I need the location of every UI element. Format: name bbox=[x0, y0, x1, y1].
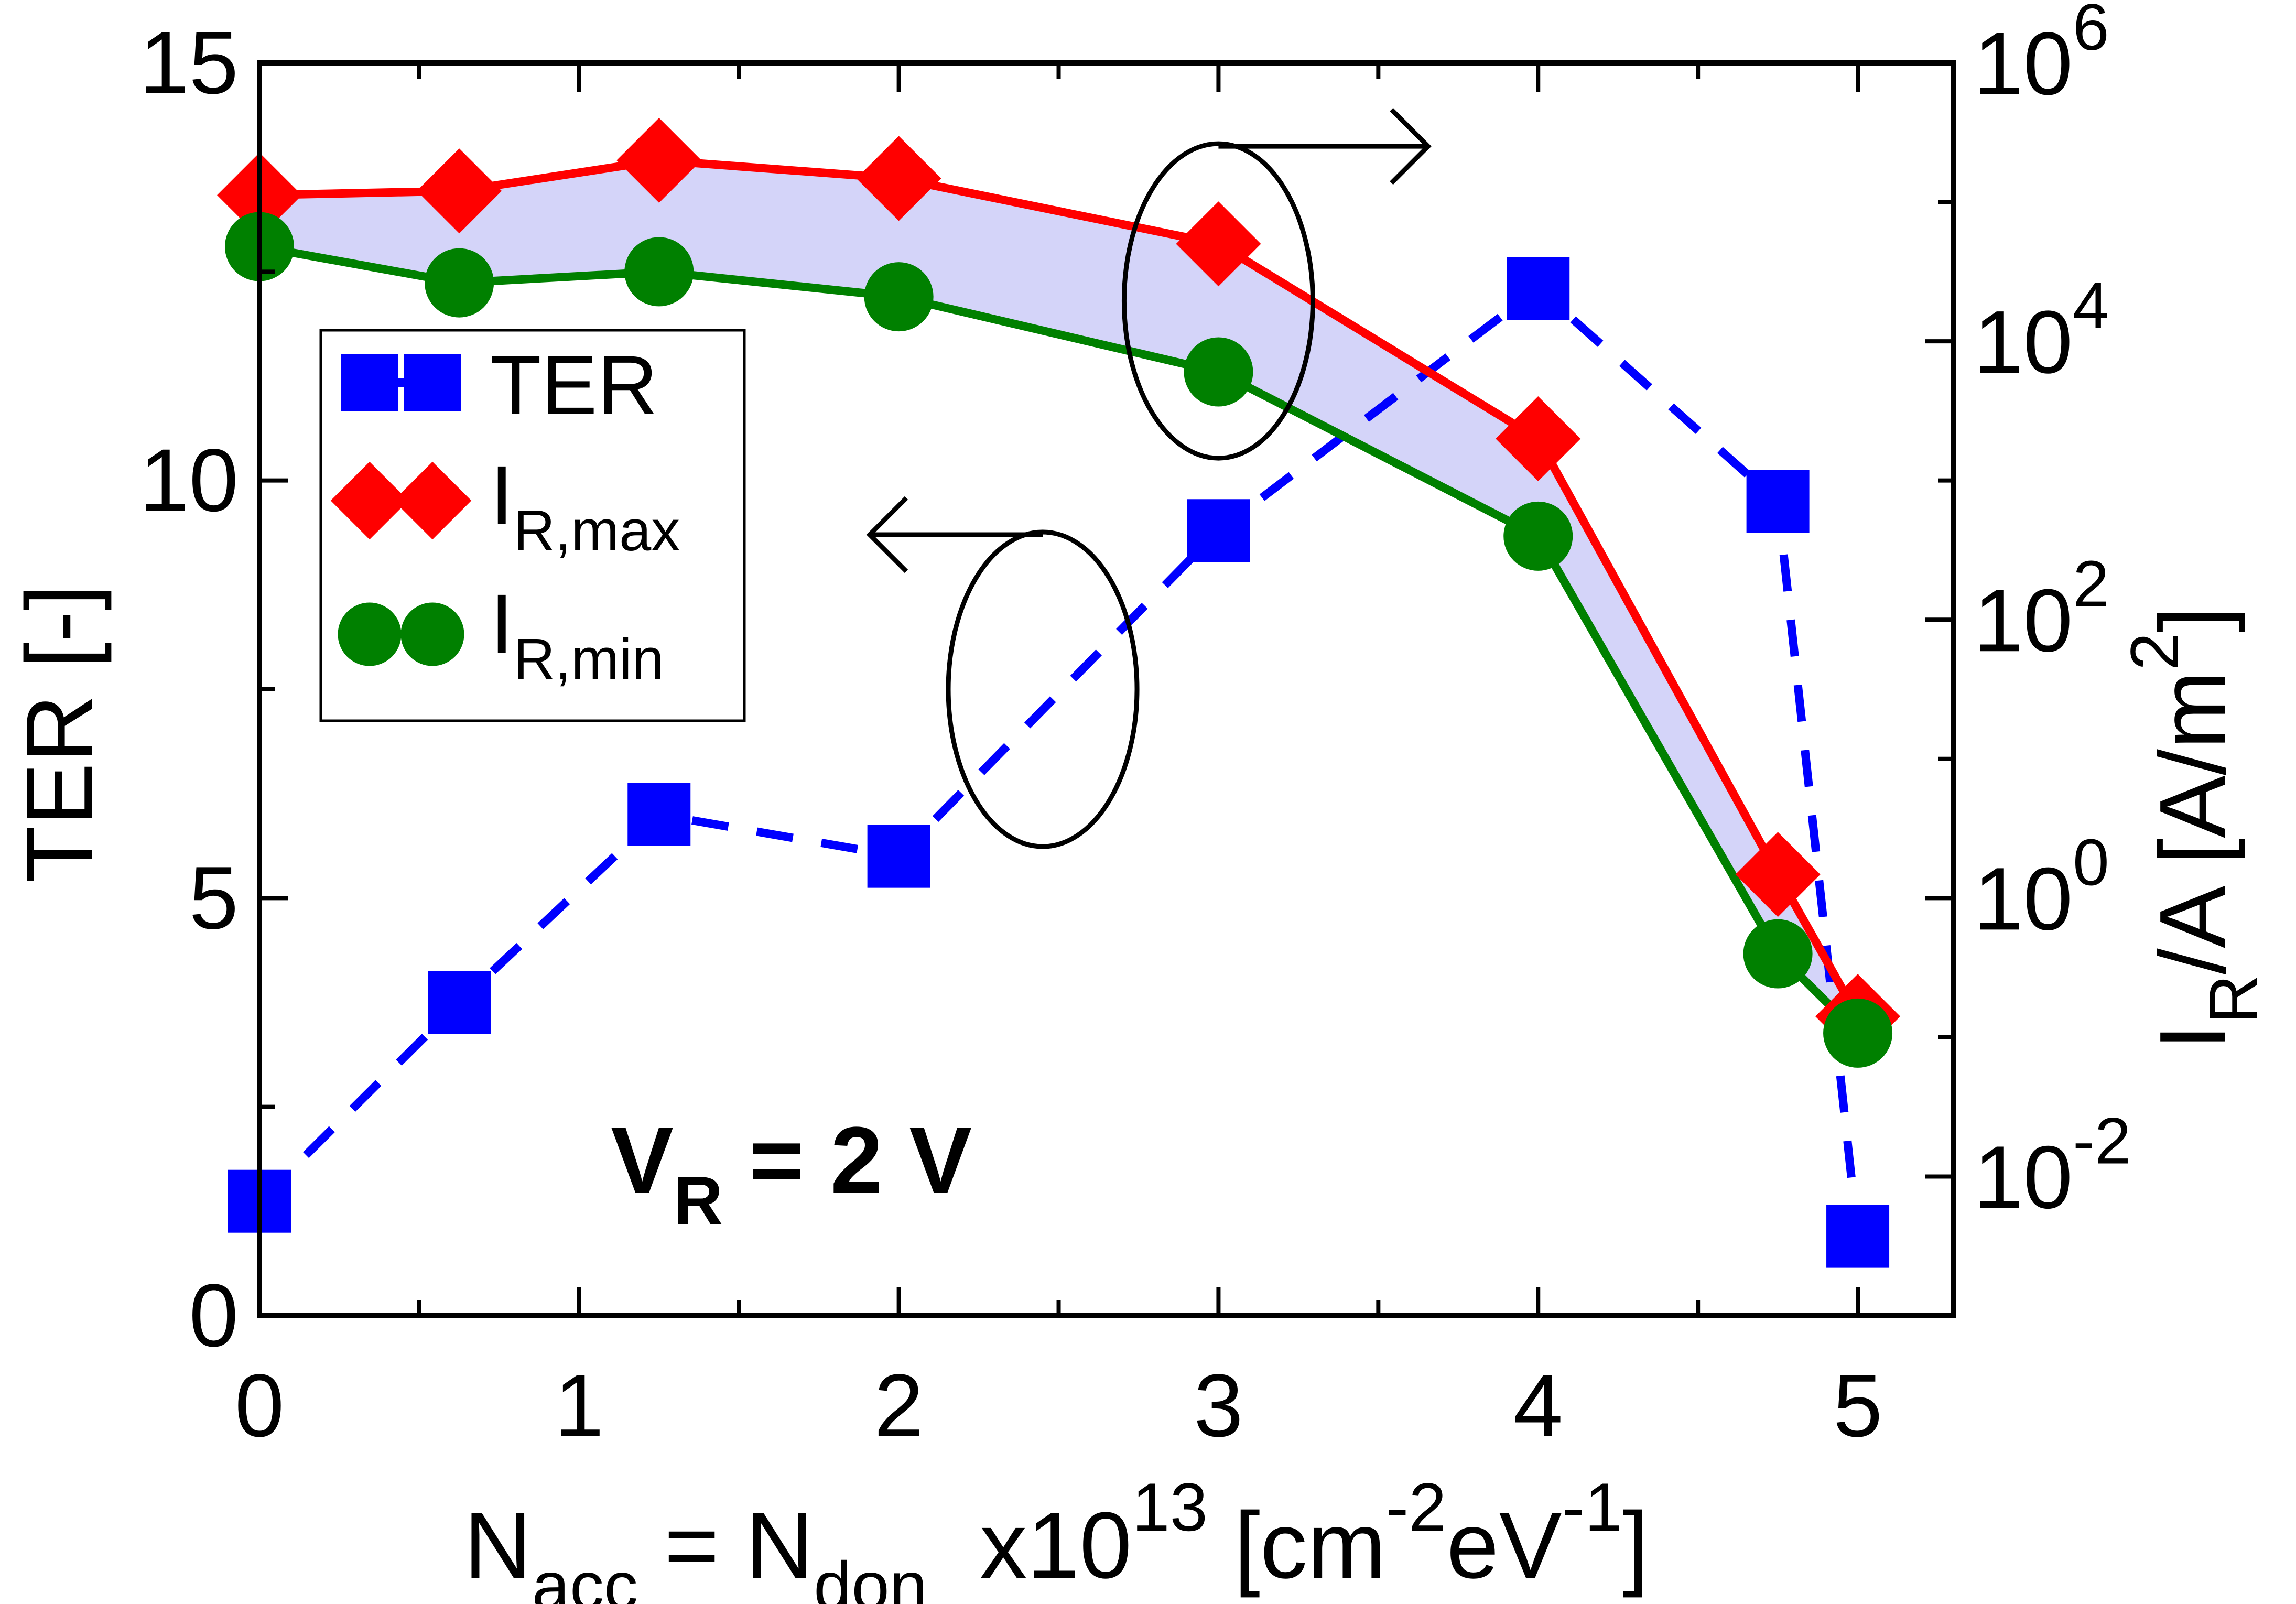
legend-label-ter: TER bbox=[490, 338, 658, 432]
legend-marker-1-a bbox=[330, 461, 409, 540]
series-markers bbox=[217, 117, 1901, 1268]
indicator-arrow-head-0 bbox=[1390, 107, 1432, 185]
data-point-2-6 bbox=[1743, 919, 1813, 989]
data-point-2-3 bbox=[864, 262, 934, 332]
y-left-tick-label: 15 bbox=[139, 13, 239, 113]
data-point-0-5 bbox=[1507, 257, 1570, 320]
legend: TER IR,max IR,min bbox=[319, 329, 746, 722]
data-point-2-2 bbox=[624, 237, 694, 307]
legend-symbols bbox=[330, 354, 472, 666]
data-point-0-7 bbox=[1826, 1205, 1890, 1268]
legend-marker-0-b bbox=[404, 354, 461, 411]
data-point-0-3 bbox=[867, 825, 930, 888]
y-left-tick-label: 0 bbox=[189, 1266, 239, 1365]
x-tick-label: 0 bbox=[235, 1356, 285, 1456]
legend-marker-2-b bbox=[400, 602, 464, 666]
data-point-2-4 bbox=[1184, 337, 1253, 407]
y-left-tick-label: 5 bbox=[189, 848, 239, 948]
data-point-2-5 bbox=[1503, 501, 1573, 571]
data-point-1-3 bbox=[856, 136, 941, 221]
tick-marks bbox=[257, 61, 1954, 1318]
legend-marker-0-a bbox=[341, 354, 398, 411]
data-point-1-4 bbox=[1176, 201, 1261, 287]
tick-labels: 0 1 2 3 4 5 0 5 10 15 10-2 100 102 104 106 bbox=[139, 0, 2131, 1456]
indicator-ellipse-0 bbox=[1121, 141, 1315, 461]
x-tick-label: 3 bbox=[1194, 1356, 1243, 1456]
indicator-ellipse-1 bbox=[946, 529, 1140, 849]
data-point-1-5 bbox=[1496, 396, 1581, 481]
y-right-tick-label: 10-2 bbox=[1974, 1104, 2131, 1227]
y-right-tick-label: 102 bbox=[1974, 548, 2109, 670]
legend-label-ir-max: IR,max bbox=[490, 448, 680, 563]
data-point-1-1 bbox=[417, 148, 502, 234]
data-point-0-2 bbox=[627, 783, 691, 846]
data-point-0-6 bbox=[1746, 470, 1810, 533]
series-line-0 bbox=[256, 284, 1862, 1237]
indicator-arrow-head-1 bbox=[866, 496, 908, 573]
x-tick-label: 2 bbox=[874, 1356, 924, 1456]
legend-label-ir-min: IR,min bbox=[490, 577, 664, 691]
y-axis-left-label: TER [-] bbox=[7, 584, 112, 883]
legend-marker-2-a bbox=[338, 602, 402, 666]
x-tick-label: 4 bbox=[1513, 1356, 1563, 1456]
y-axis-right-label: IR/A [A/m2] bbox=[2116, 606, 2271, 1050]
y-right-tick-label: 104 bbox=[1974, 269, 2109, 392]
vr-annotation: VR = 2 V bbox=[611, 1108, 972, 1239]
data-point-0-4 bbox=[1187, 499, 1250, 562]
x-axis-label: Nacc = Ndon x1013 [cm-2eV-1] bbox=[464, 1469, 1649, 1604]
data-point-2-1 bbox=[425, 248, 494, 318]
x-tick-label: 5 bbox=[1833, 1356, 1883, 1456]
x-tick-label: 1 bbox=[555, 1356, 604, 1456]
data-point-0-1 bbox=[428, 971, 491, 1034]
y-left-tick-label: 10 bbox=[139, 431, 239, 530]
fill-between-area bbox=[259, 160, 1858, 1033]
data-point-2-7 bbox=[1823, 998, 1893, 1068]
legend-marker-1-b bbox=[393, 461, 472, 540]
data-point-1-6 bbox=[1735, 832, 1821, 917]
fill-between-band bbox=[259, 160, 1858, 1033]
y-right-tick-label: 100 bbox=[1974, 826, 2109, 949]
axis-indicators bbox=[866, 107, 1432, 849]
y-right-tick-label: 106 bbox=[1974, 0, 2109, 114]
data-point-1-2 bbox=[616, 117, 702, 203]
